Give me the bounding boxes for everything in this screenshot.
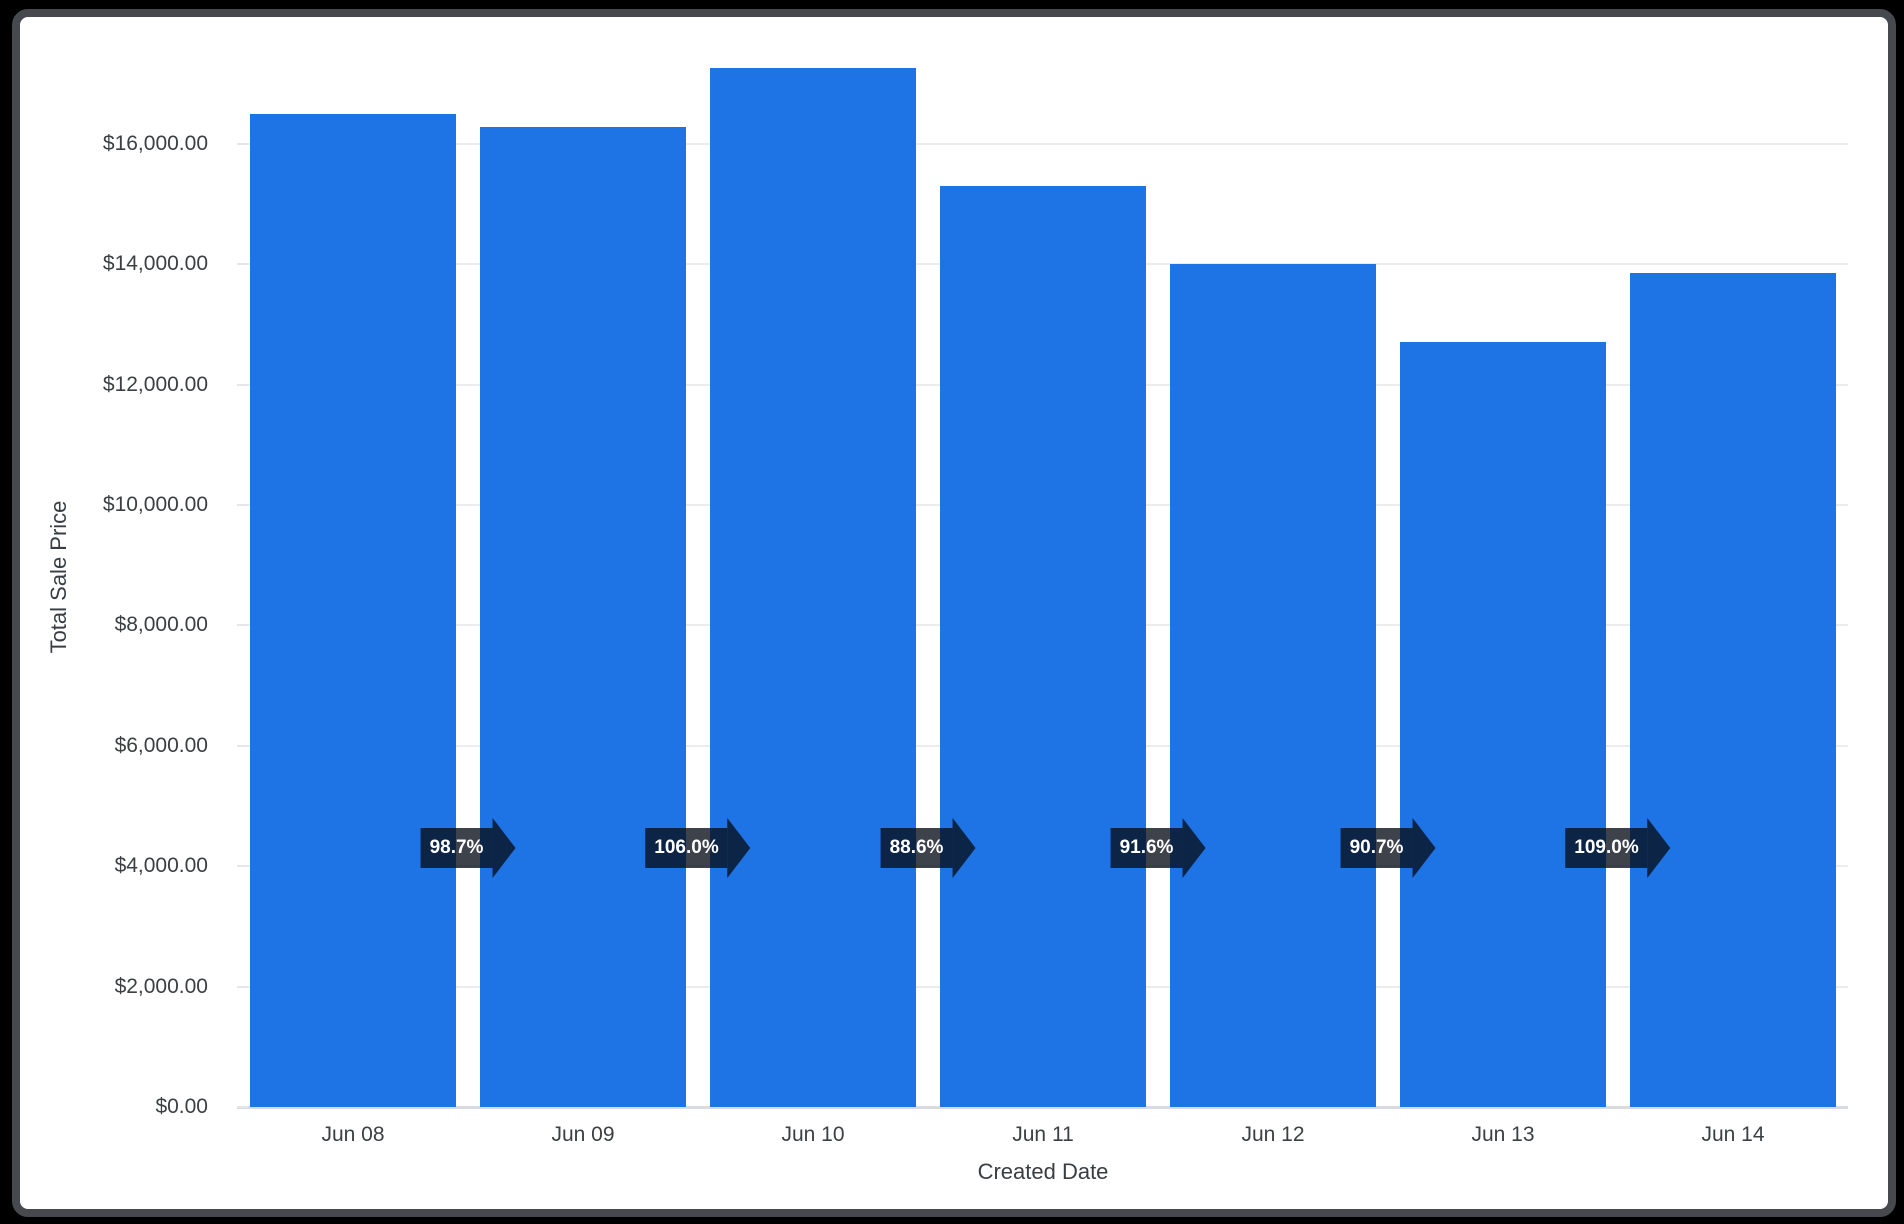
y-tick-label: $0.00	[155, 1095, 208, 1118]
growth-badge-label: 91.6%	[1110, 828, 1183, 868]
y-tick	[237, 624, 248, 627]
bar-chart-plot-area: Total Sale Price Created Date $0.00 $2,00…	[20, 17, 1888, 1209]
growth-badge: 90.7%	[1340, 818, 1436, 878]
growth-badge: 91.6%	[1110, 818, 1206, 878]
y-tick-label: $6,000.00	[114, 733, 208, 757]
x-tick-label: Jun 11	[1012, 1123, 1074, 1146]
bar[interactable]	[1400, 342, 1606, 1107]
bar[interactable]	[940, 186, 1146, 1107]
growth-badge-label: 90.7%	[1340, 828, 1413, 868]
y-tick	[237, 263, 248, 266]
growth-badge-label: 106.0%	[645, 828, 728, 868]
bar[interactable]	[250, 113, 456, 1107]
right-arrow-icon	[727, 818, 751, 878]
right-arrow-icon	[492, 818, 516, 878]
y-tick-label: $14,000.00	[102, 252, 208, 276]
bar[interactable]	[480, 126, 686, 1107]
right-arrow-icon	[1647, 818, 1671, 878]
y-tick	[237, 142, 248, 145]
growth-badge: 109.0%	[1565, 818, 1671, 878]
growth-badge: 98.7%	[420, 818, 516, 878]
y-tick-label: $4,000.00	[114, 854, 208, 878]
x-tick-label: Jun 10	[781, 1123, 845, 1146]
right-arrow-icon	[952, 818, 976, 878]
growth-badge: 106.0%	[645, 818, 751, 878]
bar[interactable]	[1170, 263, 1376, 1107]
y-tick-label: $12,000.00	[102, 372, 208, 396]
bar[interactable]	[1630, 273, 1836, 1107]
y-tick-label: $16,000.00	[102, 131, 208, 155]
gridline	[237, 1106, 1848, 1109]
x-tick-label: Jun 12	[1241, 1123, 1305, 1146]
y-tick-label: $8,000.00	[114, 613, 208, 637]
y-tick	[237, 985, 248, 988]
growth-badge-label: 88.6%	[880, 828, 953, 868]
y-tick	[237, 504, 248, 506]
growth-badge: 88.6%	[880, 818, 976, 878]
growth-badge-label: 109.0%	[1565, 828, 1648, 868]
bar[interactable]	[710, 67, 916, 1107]
x-axis-title: Created Date	[977, 1159, 1109, 1184]
x-tick-label: Jun 13	[1471, 1123, 1535, 1146]
y-tick-label: $10,000.00	[102, 493, 208, 516]
right-arrow-icon	[1412, 818, 1436, 878]
y-tick	[237, 1106, 248, 1108]
y-tick	[237, 865, 248, 868]
chart-card: Total Sale Price Created Date $0.00 $2,00…	[12, 9, 1896, 1217]
gridline	[237, 142, 1848, 145]
y-tick-label: $2,000.00	[114, 974, 208, 998]
growth-badge-label: 98.7%	[420, 828, 493, 868]
x-tick-label: Jun 08	[321, 1123, 385, 1146]
y-tick	[237, 383, 248, 386]
right-arrow-icon	[1182, 818, 1206, 878]
x-tick-label: Jun 09	[551, 1123, 615, 1146]
y-tick	[237, 744, 248, 747]
x-tick-label: Jun 14	[1701, 1123, 1765, 1146]
